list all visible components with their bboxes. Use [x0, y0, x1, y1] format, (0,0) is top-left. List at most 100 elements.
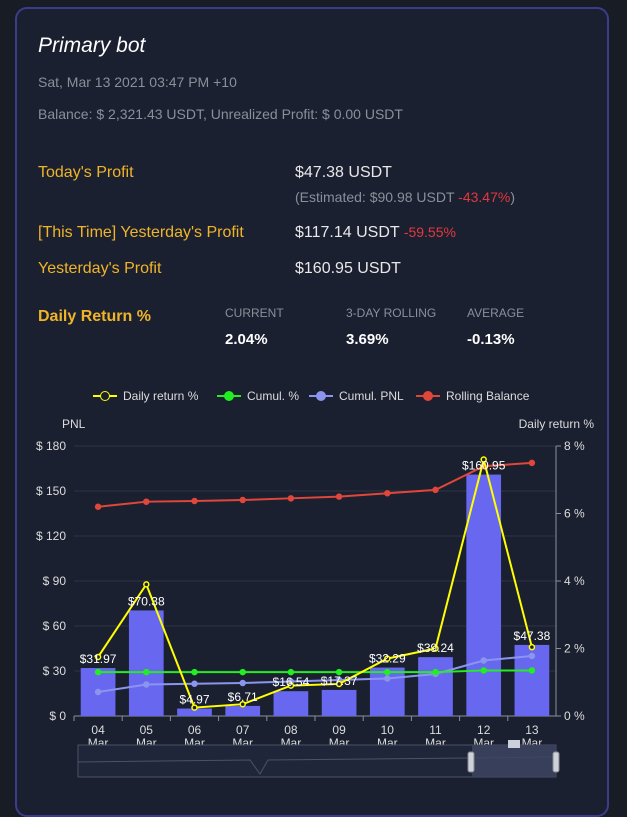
estimated-suffix: ) — [510, 189, 515, 205]
cumul-pnl-point — [384, 675, 391, 682]
this-time-yesterday-label: [This Time] Yesterday's Profit — [38, 224, 244, 241]
rolling-balance-point — [384, 490, 391, 497]
legend-swatch-daily-return — [93, 391, 117, 401]
today-profit-label: Today's Profit — [38, 164, 134, 181]
daily-return-line — [97, 459, 533, 709]
cumul-pct-point — [143, 668, 150, 676]
x-tick-label-day: 13 — [525, 723, 539, 737]
right-tick-label: 6 % — [564, 507, 585, 521]
pnl-bar — [177, 708, 212, 716]
left-tick-label: $ 180 — [36, 439, 66, 453]
zoom-grip-icon[interactable] — [508, 740, 520, 748]
zoom-handle-right[interactable] — [552, 751, 560, 773]
pnl-bar — [225, 705, 261, 716]
left-tick-label: $ 90 — [43, 574, 67, 588]
cumul-pct-point — [287, 668, 295, 676]
right-tick-label: 8 % — [564, 439, 585, 453]
cumul-pct-point — [239, 668, 246, 676]
daily-return-point — [528, 643, 536, 651]
zoom-selection[interactable] — [472, 745, 556, 777]
rolling-balance-point — [239, 496, 246, 504]
x-tick-label-day: 05 — [140, 723, 154, 737]
daily-return-point — [384, 655, 391, 662]
x-tick-label-day: 10 — [381, 723, 395, 737]
current-value: 2.04% — [225, 331, 268, 348]
daily-return-point — [143, 581, 150, 588]
pnl-bar — [128, 610, 164, 716]
pnl-bar-label: $16.54 — [273, 675, 310, 689]
this-time-value-text: $117.14 USDT — [295, 224, 400, 241]
cumul-pct-point — [432, 668, 439, 676]
rolling-balance-point — [335, 493, 343, 500]
rolling-label: 3-DAY ROLLING — [346, 306, 437, 320]
pnl-chart: $31.97 $70.38 $4.97 $6.71 $16.54 $17.37 $32.29… — [36, 417, 594, 778]
cumul-pct-point — [94, 668, 102, 676]
x-tick-label-day: 04 — [91, 723, 105, 737]
cumul-pct-point — [480, 667, 487, 674]
estimated-change: -43.47% — [458, 189, 511, 205]
legend-cumul-pct[interactable]: Cumul. % — [217, 389, 299, 403]
left-tick-label: $ 30 — [43, 664, 67, 678]
right-tick-label: 4 % — [564, 574, 585, 588]
zoom-slider[interactable] — [77, 740, 560, 778]
legend-label-cumul-pct: Cumul. % — [247, 389, 300, 403]
pnl-bar-label: $31.97 — [80, 652, 117, 666]
x-tick-label-day: 07 — [236, 723, 250, 737]
x-tick-label-day: 11 — [429, 723, 442, 737]
legend-daily-return[interactable]: Daily return % — [93, 389, 198, 403]
cumul-pnl-point — [528, 652, 536, 660]
cumul-pct-point — [191, 668, 198, 676]
x-tick-label-day: 06 — [188, 723, 202, 737]
rolling-balance-point — [528, 459, 536, 467]
legend-cumul-pnl[interactable]: Cumul. PNL — [309, 389, 404, 403]
daily-return-point — [239, 700, 246, 708]
daily-return-point — [335, 680, 343, 688]
x-tick-label-day: 08 — [284, 723, 298, 737]
legend-label-daily-return: Daily return % — [123, 389, 199, 403]
right-tick-label: 0 % — [564, 709, 585, 723]
daily-return-point — [432, 645, 439, 652]
rolling-balance-point — [143, 498, 150, 505]
cumul-pct-point — [335, 668, 343, 676]
this-time-change: -59.55% — [403, 224, 456, 240]
zoom-handle-left[interactable] — [467, 751, 475, 773]
legend-swatch-cumul-pnl — [309, 391, 333, 401]
rolling-balance-point — [94, 503, 102, 510]
left-tick-label: $ 0 — [49, 709, 66, 723]
cumul-pnl-line — [97, 655, 532, 693]
rolling-balance-point — [432, 486, 439, 494]
current-label: CURRENT — [225, 306, 284, 320]
pnl-bar — [418, 657, 453, 716]
pnl-bar-label: $160.95 — [462, 459, 506, 473]
rolling-value: 3.69% — [346, 331, 389, 348]
rolling-balance-point — [287, 495, 295, 502]
pnl-bar-label: $17.37 — [321, 674, 358, 688]
right-tick-label: 2 % — [564, 642, 585, 656]
average-label: AVERAGE — [467, 306, 525, 320]
left-tick-label: $ 60 — [43, 619, 67, 633]
yesterday-profit-value: $160.95 USDT — [295, 260, 401, 277]
cumul-pct-point — [384, 668, 391, 676]
pnl-bar — [466, 474, 502, 716]
cumul-pnl-point — [239, 679, 246, 687]
daily-return-point — [191, 704, 198, 711]
rolling-balance-line — [97, 461, 532, 508]
pnl-bar-label: $32.29 — [369, 652, 406, 666]
cumul-pct-point — [528, 667, 536, 674]
daily-return-label: Daily Return % — [38, 308, 151, 325]
average-value: -0.13% — [467, 331, 515, 348]
legend-rolling-balance[interactable]: Rolling Balance — [416, 389, 529, 403]
this-time-yesterday-value: $117.14 USDT -59.55% — [295, 224, 456, 242]
today-profit-value: $47.38 USDT — [295, 164, 392, 181]
left-tick-label: $ 150 — [36, 484, 66, 498]
pnl-bar-label: $70.38 — [128, 594, 165, 608]
legend-swatch-cumul-pct — [217, 391, 241, 401]
timestamp: Sat, Mar 13 2021 03:47 PM +10 — [38, 74, 237, 90]
left-tick-label: $ 120 — [36, 529, 66, 543]
pnl-bar-label: $39.24 — [417, 641, 454, 655]
pnl-bar-label: $47.38 — [514, 629, 551, 643]
yesterday-profit-label: Yesterday's Profit — [38, 260, 162, 277]
cumul-pct-line — [98, 669, 532, 674]
bot-title: Primary bot — [38, 34, 146, 57]
estimated-text: (Estimated: $90.98 USDT — [295, 189, 455, 205]
